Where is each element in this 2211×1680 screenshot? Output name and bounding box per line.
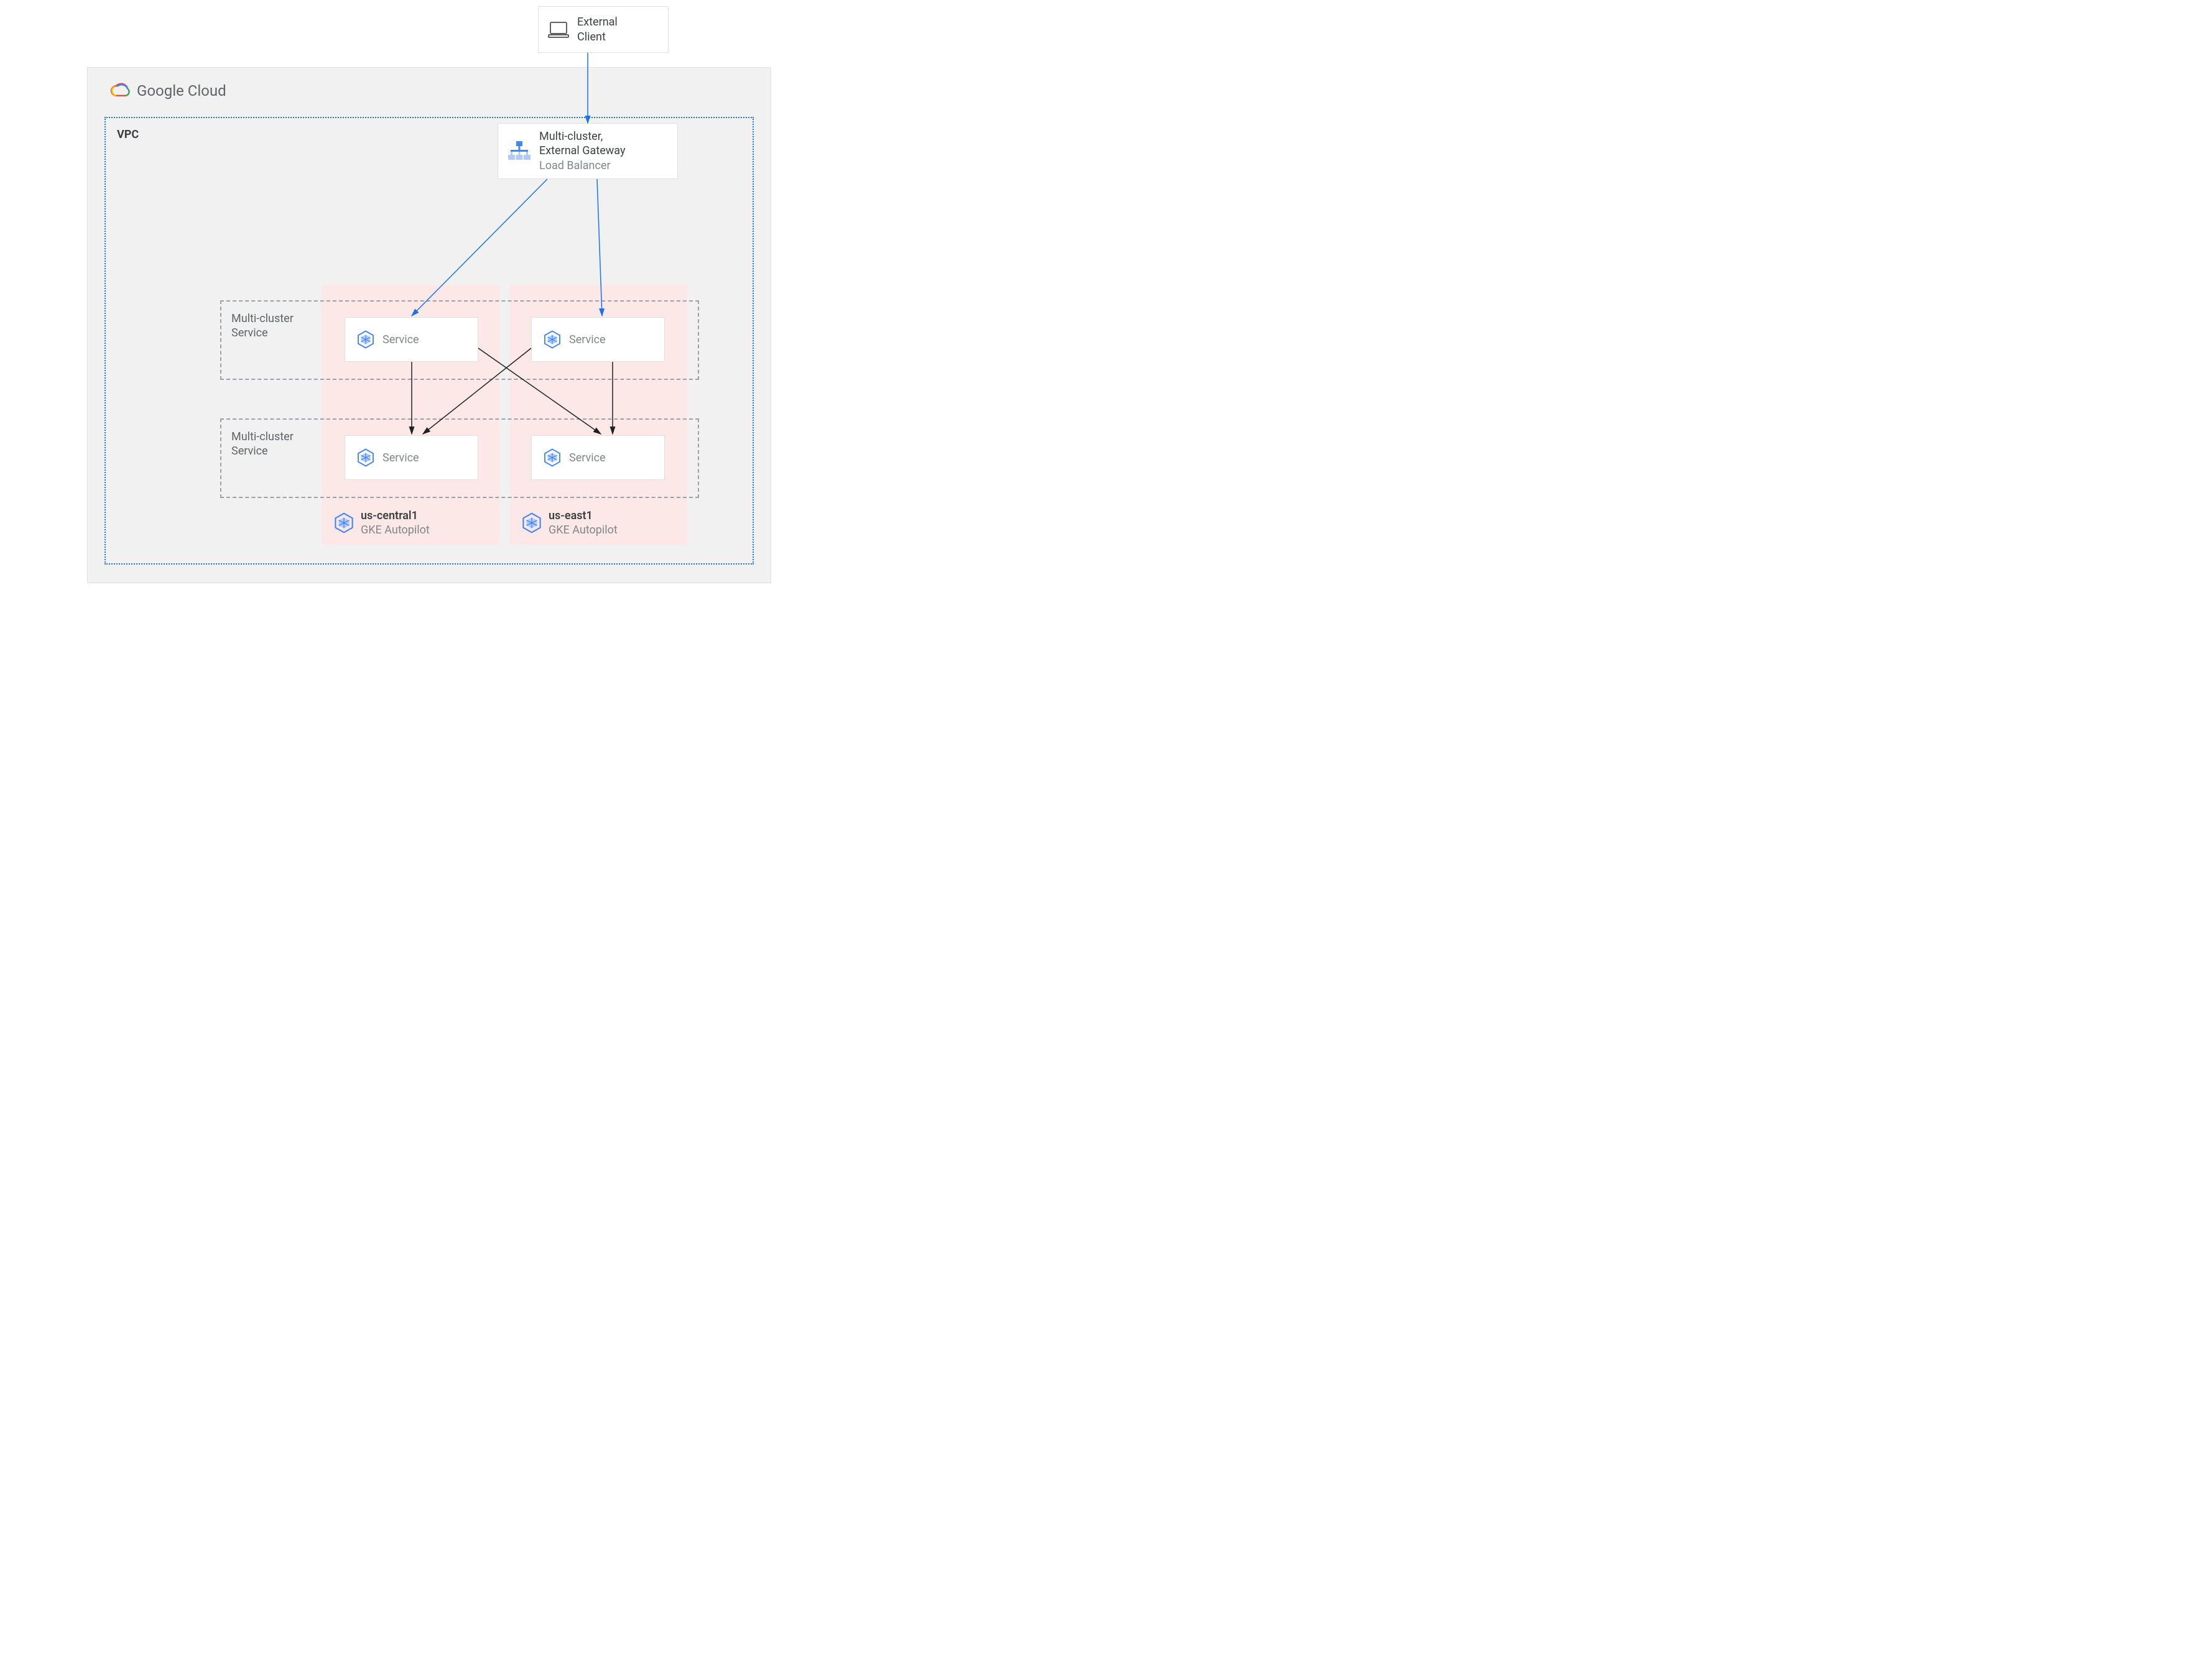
service-node-0: Service — [345, 317, 478, 362]
service-node-3: Service — [531, 435, 665, 480]
client-line1: External — [577, 15, 618, 29]
service-node-1: Service — [531, 317, 665, 362]
service-node-2: Service — [345, 435, 478, 480]
cluster-name-1: us-east1 — [549, 509, 618, 523]
gcloud-text: Google Cloud — [137, 82, 226, 99]
cluster-name-0: us-central1 — [361, 509, 430, 523]
gateway-node: Multi-cluster,External GatewayLoad Balan… — [498, 123, 678, 179]
service-label-1: Service — [569, 333, 606, 346]
diagram-canvas: Google CloudVPC us-central1GKE Autopilot… — [0, 0, 784, 596]
external-client-node: ExternalClient — [538, 6, 669, 53]
gw-line2: External Gateway — [539, 144, 625, 158]
service-label-3: Service — [569, 451, 606, 464]
client-line2: Client — [577, 30, 618, 44]
cluster-sub-0: GKE Autopilot — [361, 523, 430, 537]
mcs-label-1: Multi-clusterService — [231, 430, 294, 459]
service-label-2: Service — [382, 451, 419, 464]
gw-line1: Multi-cluster, — [539, 129, 625, 144]
mcs-label-0: Multi-clusterService — [231, 312, 294, 341]
google-cloud-logo: Google Cloud — [109, 82, 226, 99]
gw-line3: Load Balancer — [539, 159, 625, 173]
cluster-label-1: us-east1GKE Autopilot — [521, 509, 618, 538]
service-label-0: Service — [382, 333, 419, 346]
cluster-sub-1: GKE Autopilot — [549, 523, 618, 537]
cluster-label-0: us-central1GKE Autopilot — [333, 509, 430, 538]
vpc-label: VPC — [117, 128, 139, 141]
